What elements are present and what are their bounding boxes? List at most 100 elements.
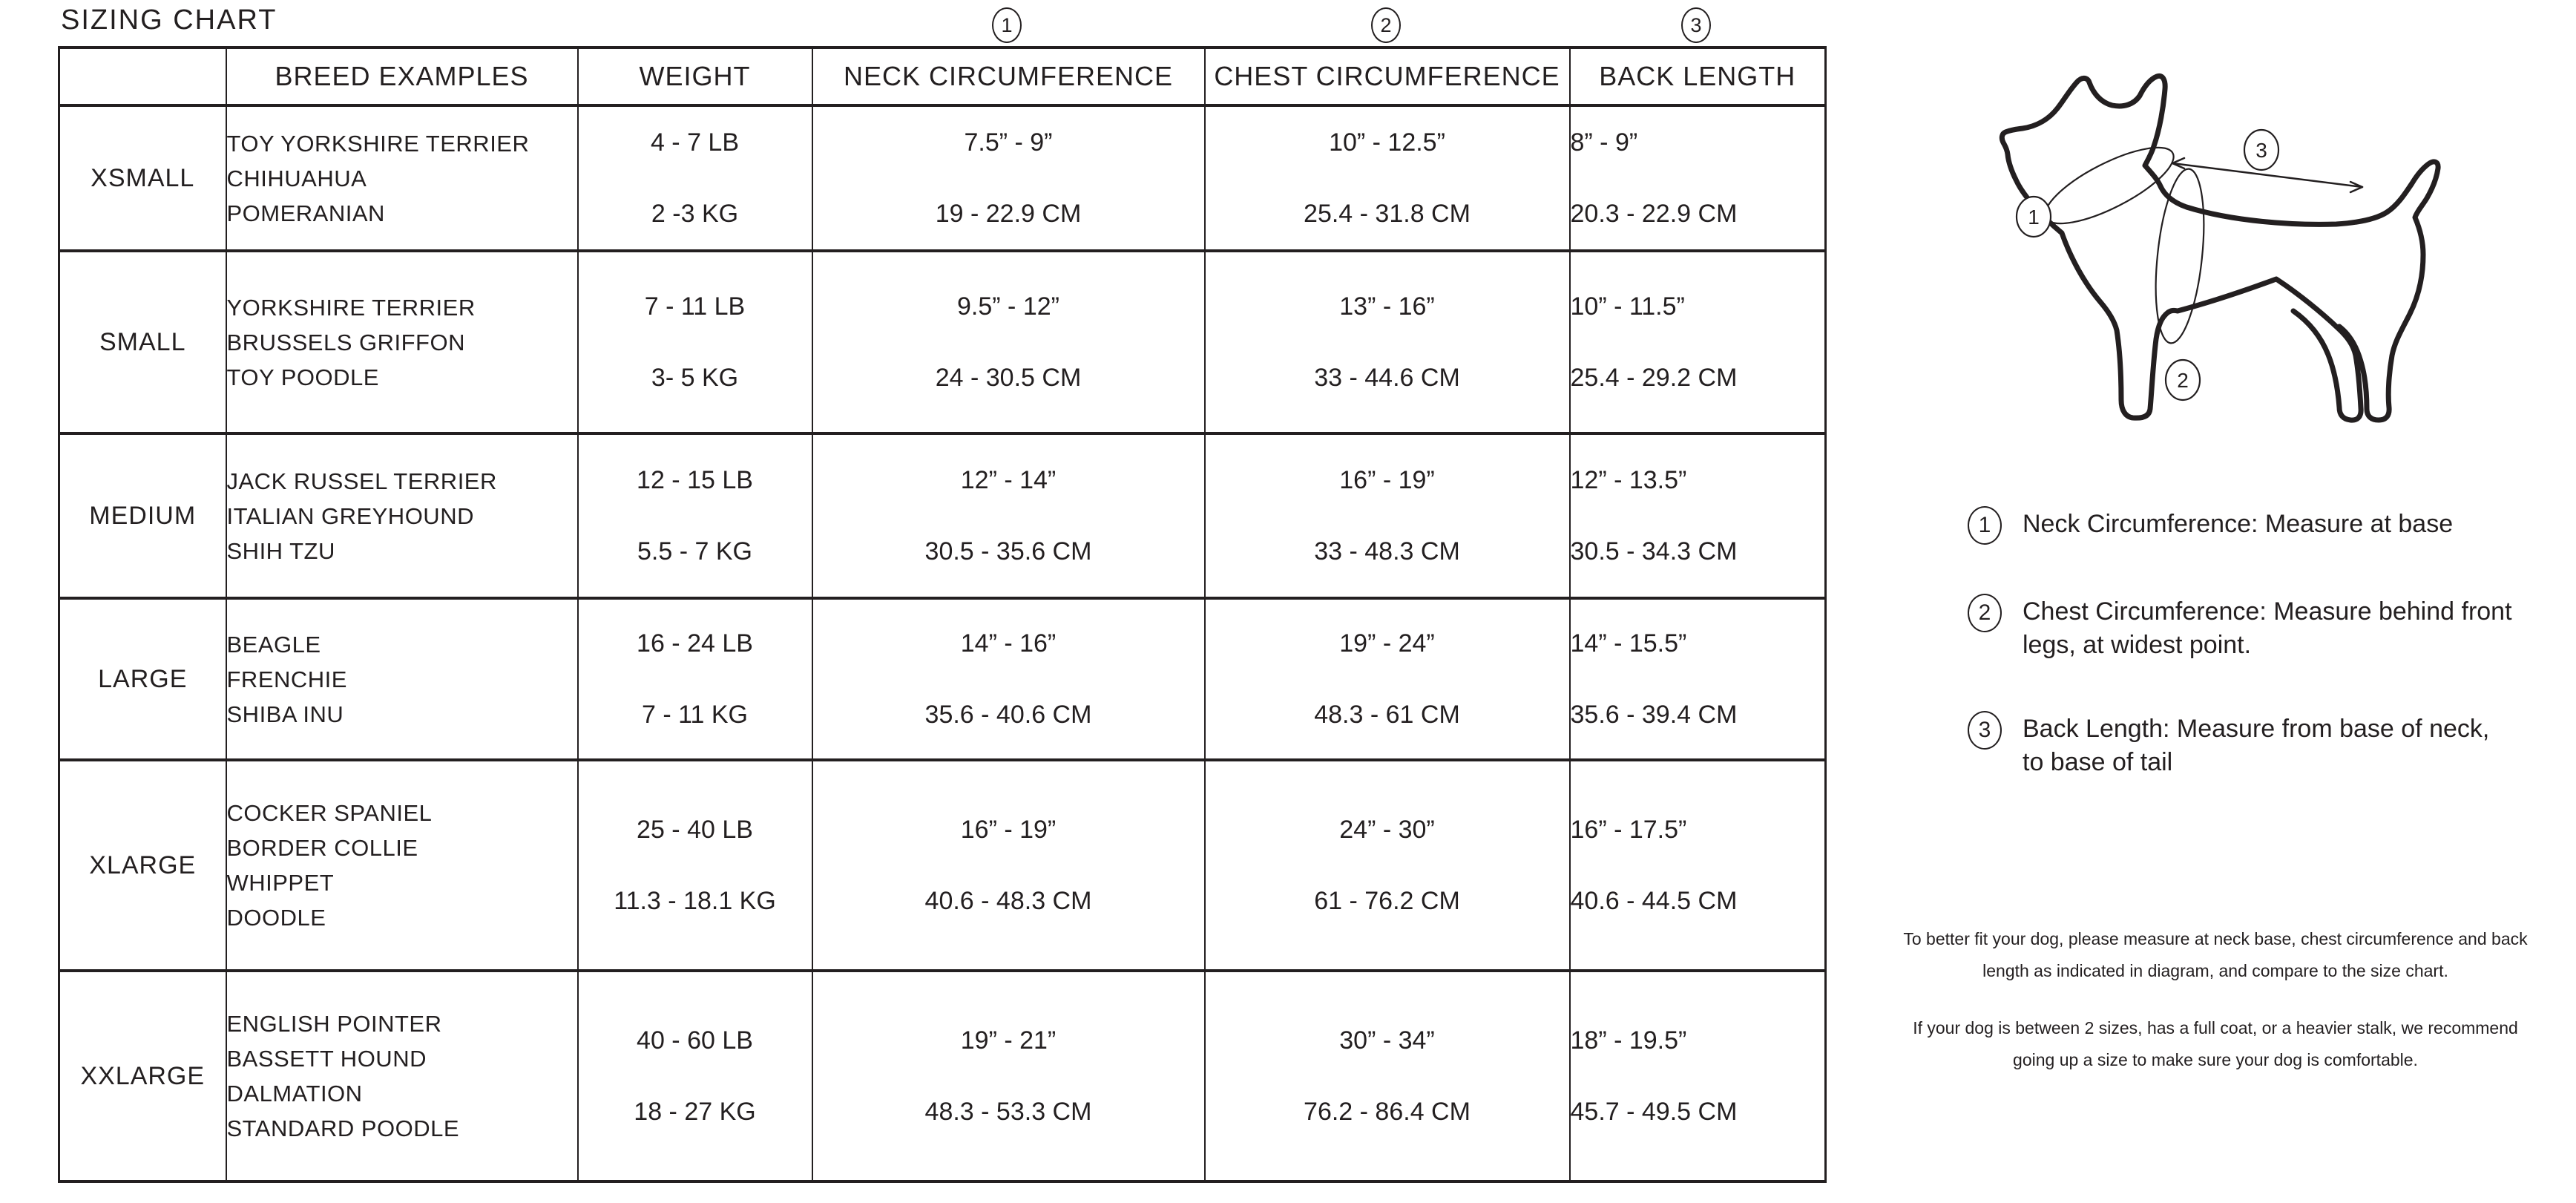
chest-inches: 16” - 19” <box>1339 466 1435 494</box>
neck-cell: 16” - 19” 40.6 - 48.3 CM <box>811 758 1206 972</box>
legend-text: Neck Circumference: Measure at base <box>2023 506 2453 541</box>
legend-marker-1-icon: 1 <box>1968 506 2002 545</box>
note-between-sizes: If your dog is between 2 sizes, has a fu… <box>1855 1012 2576 1076</box>
neck-cell: 9.5” - 12” 24 - 30.5 CM <box>811 249 1206 435</box>
dog-outline <box>1999 73 2441 423</box>
back-inches: 18” - 19.5” <box>1570 1026 1687 1055</box>
neck-cm: 24 - 30.5 CM <box>935 364 1082 392</box>
column-marker-1-icon: 1 <box>992 7 1022 43</box>
breed-line: POMERANIAN <box>226 200 385 226</box>
table-row-medium: MEDIUM JACK RUSSEL TERRIER ITALIAN GREYH… <box>58 432 1827 600</box>
weight-imperial: 4 - 7 LB <box>650 128 740 157</box>
weight-metric: 7 - 11 KG <box>642 701 748 729</box>
sizing-table: BREED EXAMPLES WEIGHT NECK CIRCUMFERENCE… <box>58 46 1827 1183</box>
breed-line: BRUSSELS GRIFFON <box>226 329 465 355</box>
note-measure-instructions: To better fit your dog, please measure a… <box>1855 923 2576 987</box>
dog-measurement-diagram: 1 2 3 <box>1999 73 2441 423</box>
fit-notes: To better fit your dog, please measure a… <box>1855 923 2576 1076</box>
breed-line: STANDARD POODLE <box>226 1115 460 1141</box>
chest-cm: 76.2 - 86.4 CM <box>1304 1098 1471 1126</box>
breed-examples-cell: BEAGLE FRENCHIE SHIBA INU <box>225 597 579 761</box>
legend-marker-2-icon: 2 <box>1968 594 2002 632</box>
legend-item-chest: 2 Chest Circumference: Measure behind fr… <box>1968 594 2576 662</box>
neck-inches: 7.5” - 9” <box>964 128 1053 157</box>
back-inches: 14” - 15.5” <box>1570 629 1687 658</box>
chest-cell: 16” - 19” 33 - 48.3 CM <box>1203 432 1571 600</box>
breed-line: TOY YORKSHIRE TERRIER <box>226 130 530 157</box>
header-chest-circumference: CHEST CIRCUMFERENCE <box>1203 46 1571 107</box>
breed-line: DOODLE <box>226 905 326 931</box>
neck-inches: 12” - 14” <box>960 466 1057 494</box>
neck-inches: 19” - 21” <box>960 1026 1057 1055</box>
back-cm: 45.7 - 49.5 CM <box>1570 1098 1738 1126</box>
column-marker-2-icon: 2 <box>1371 7 1401 43</box>
diagram-marker-1-icon <box>2015 195 2052 238</box>
back-inches: 8” - 9” <box>1570 128 1638 157</box>
note-line: length as indicated in diagram, and comp… <box>1982 961 2448 980</box>
chest-inches: 30” - 34” <box>1339 1026 1435 1055</box>
back-cm: 40.6 - 44.5 CM <box>1570 887 1738 915</box>
weight-cell: 12 - 15 LB 5.5 - 7 KG <box>576 432 813 600</box>
weight-imperial: 16 - 24 LB <box>637 629 753 658</box>
note-line: If your dog is between 2 sizes, has a fu… <box>1913 1018 2518 1038</box>
breed-line: DALMATION <box>226 1081 363 1107</box>
weight-metric: 18 - 27 KG <box>634 1098 756 1126</box>
diagram-marker-3-label: 3 <box>2255 139 2267 162</box>
measurement-legend: 1 Neck Circumference: Measure at base 2 … <box>1968 506 2576 779</box>
neck-cm: 35.6 - 40.6 CM <box>924 701 1092 729</box>
legend-marker-3-icon: 3 <box>1968 711 2002 750</box>
weight-metric: 2 -3 KG <box>651 200 739 228</box>
chest-cm: 33 - 44.6 CM <box>1314 364 1460 392</box>
header-breed-examples: BREED EXAMPLES <box>225 46 579 107</box>
chest-cm: 48.3 - 61 CM <box>1314 701 1460 729</box>
weight-metric: 3- 5 KG <box>651 364 739 392</box>
weight-metric: 5.5 - 7 KG <box>637 537 752 566</box>
breed-examples-cell: YORKSHIRE TERRIER BRUSSELS GRIFFON TOY P… <box>225 249 579 435</box>
breed-line: ITALIAN GREYHOUND <box>226 502 474 529</box>
size-label: XXLARGE <box>58 969 227 1183</box>
chest-cell: 13” - 16” 33 - 44.6 CM <box>1203 249 1571 435</box>
size-label: LARGE <box>58 597 227 761</box>
legend-line: legs, at widest point. <box>2023 631 2252 659</box>
diagram-marker-1-label: 1 <box>2028 206 2040 229</box>
legend-line: to base of tail <box>2023 748 2173 776</box>
neck-inches: 14” - 16” <box>960 629 1057 658</box>
back-cm: 35.6 - 39.4 CM <box>1570 701 1738 729</box>
breed-examples-cell: ENGLISH POINTER BASSETT HOUND DALMATION … <box>225 969 579 1183</box>
neck-cm: 30.5 - 35.6 CM <box>924 537 1092 566</box>
chest-measure-ellipse <box>2155 168 2205 344</box>
back-cell: 10” - 11.5” 25.4 - 29.2 CM <box>1568 249 1827 435</box>
breed-line: FRENCHIE <box>226 666 347 692</box>
back-inches: 16” - 17.5” <box>1570 816 1687 844</box>
weight-imperial: 40 - 60 LB <box>637 1026 753 1055</box>
legend-text: Back Length: Measure from base of neck, … <box>2023 711 2489 779</box>
chest-cm: 25.4 - 31.8 CM <box>1304 200 1471 228</box>
table-header-row: BREED EXAMPLES WEIGHT NECK CIRCUMFERENCE… <box>58 46 1827 107</box>
breed-line: YORKSHIRE TERRIER <box>226 294 476 321</box>
breed-line: SHIH TZU <box>226 537 335 564</box>
neck-inches: 9.5” - 12” <box>957 292 1059 321</box>
table-row-xxlarge: XXLARGE ENGLISH POINTER BASSETT HOUND DA… <box>58 969 1827 1183</box>
chest-cm: 33 - 48.3 CM <box>1314 537 1460 566</box>
back-length-arrow <box>2171 157 2364 194</box>
breed-line: TOY POODLE <box>226 364 379 390</box>
breed-examples-cell: COCKER SPANIEL BORDER COLLIE WHIPPET DOO… <box>225 758 579 972</box>
back-cm: 20.3 - 22.9 CM <box>1570 200 1738 228</box>
diagram-marker-3-icon <box>2243 128 2280 171</box>
neck-cm: 19 - 22.9 CM <box>935 200 1082 228</box>
back-inches: 10” - 11.5” <box>1570 292 1685 321</box>
neck-cell: 14” - 16” 35.6 - 40.6 CM <box>811 597 1206 761</box>
breed-line: BASSETT HOUND <box>226 1046 427 1072</box>
back-cm: 30.5 - 34.3 CM <box>1570 537 1738 566</box>
weight-cell: 25 - 40 LB 11.3 - 18.1 KG <box>576 758 813 972</box>
legend-text: Chest Circumference: Measure behind fron… <box>2023 594 2512 662</box>
size-label: SMALL <box>58 249 227 435</box>
legend-line: Chest Circumference: Measure behind fron… <box>2023 597 2512 626</box>
back-cell: 12” - 13.5” 30.5 - 34.3 CM <box>1568 432 1827 600</box>
column-marker-3-icon: 3 <box>1681 7 1711 43</box>
table-row-xlarge: XLARGE COCKER SPANIEL BORDER COLLIE WHIP… <box>58 758 1827 972</box>
neck-cell: 12” - 14” 30.5 - 35.6 CM <box>811 432 1206 600</box>
size-label: XLARGE <box>58 758 227 972</box>
breed-line: WHIPPET <box>226 870 335 896</box>
neck-cell: 19” - 21” 48.3 - 53.3 CM <box>811 969 1206 1183</box>
